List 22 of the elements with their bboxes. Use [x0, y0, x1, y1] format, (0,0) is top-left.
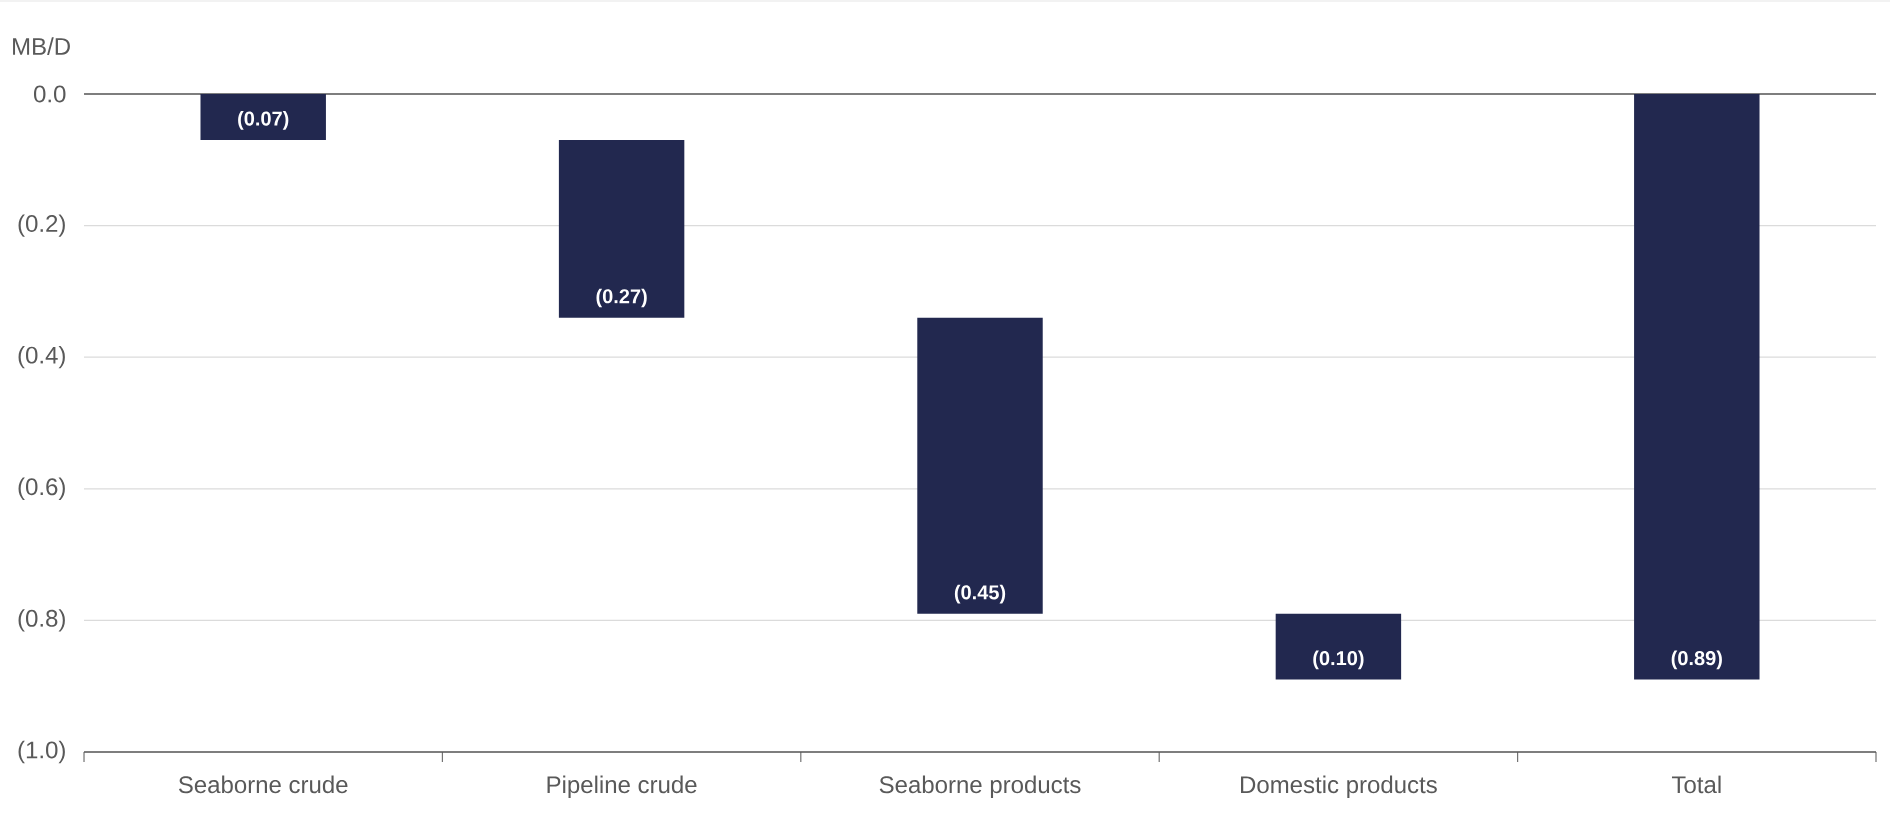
bar [917, 317, 1043, 614]
bar [1634, 93, 1760, 680]
bar [558, 140, 685, 318]
y-tick-label: (1.0) [18, 740, 65, 764]
data-label: (0.07) [238, 111, 289, 130]
data-label: (0.10) [1313, 650, 1364, 670]
y-tick-label: (0.2) [18, 214, 65, 237]
bar [1275, 613, 1402, 680]
data-label: (0.89) [1671, 650, 1722, 670]
y-axis-title: MB/D [13, 37, 70, 55]
x-tick-label: Seaborne crude [178, 775, 348, 794]
x-tick-label: Domestic products [1241, 775, 1437, 798]
x-tick-label: Total [1671, 775, 1721, 794]
y-tick-label: (0.6) [18, 477, 65, 500]
data-label: (0.45) [954, 584, 1006, 604]
y-tick-label: (0.8) [18, 609, 65, 632]
y-tick-label: 0.0 [33, 85, 66, 103]
data-label: (0.27) [596, 288, 647, 308]
bar [200, 93, 326, 141]
x-tick-label: Seaborne products [879, 775, 1081, 798]
y-tick-label: (0.4) [18, 346, 65, 369]
x-tick-label: Pipeline crude [547, 775, 697, 798]
